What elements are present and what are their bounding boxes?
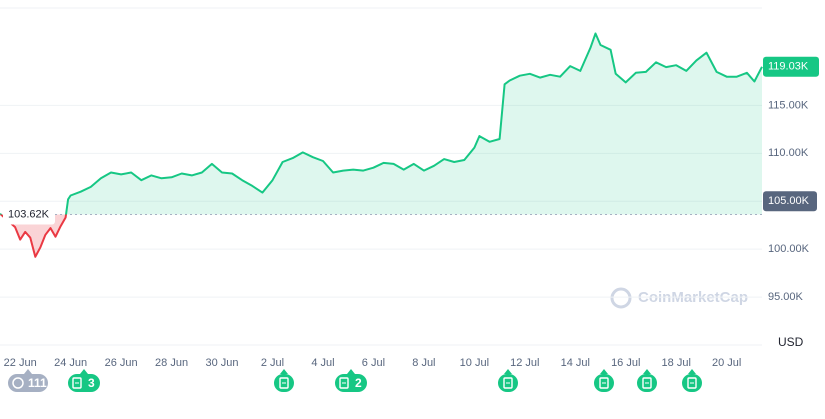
event-badge[interactable] [335, 369, 367, 392]
x-tick-label: 16 Jul [611, 357, 640, 369]
baseline-box [3, 204, 55, 225]
doc-icon [687, 377, 697, 389]
x-tick-label: 26 Jun [105, 357, 138, 369]
badge-count: 3 [88, 376, 95, 390]
y-tick-label: 110.00K [768, 147, 809, 159]
x-tick-label: 24 Jun [54, 357, 87, 369]
price-line [0, 32, 763, 258]
watermark: CoinMarketCap [610, 287, 748, 309]
event-badge[interactable] [637, 369, 657, 392]
x-tick-label: 2 Jul [261, 357, 284, 369]
x-tick-label: 8 Jul [412, 357, 435, 369]
y-unit: USD [778, 335, 804, 349]
badge-count: 2 [355, 376, 362, 390]
last-price-box [763, 56, 819, 77]
x-tick-label: 14 Jul [561, 357, 590, 369]
y-tick-label: 100.00K [768, 243, 810, 255]
last-price-label: 119.03K [768, 61, 809, 73]
crosshair-label: 105.00K [768, 195, 810, 207]
x-tick-label: 6 Jul [362, 357, 385, 369]
doc-icon [642, 377, 652, 389]
event-badge[interactable] [274, 369, 294, 392]
doc-icon [279, 377, 289, 389]
crosshair-box [763, 191, 817, 212]
x-tick-label: 18 Jul [662, 357, 691, 369]
x-tick-label: 4 Jul [311, 357, 334, 369]
x-tick-label: 22 Jun [4, 357, 37, 369]
event-badge[interactable] [594, 369, 614, 392]
event-badge[interactable] [68, 369, 100, 392]
x-tick-label: 30 Jun [206, 357, 239, 369]
event-badge[interactable] [682, 369, 702, 392]
clock-icon [12, 377, 24, 389]
y-tick-label: 115.00K [768, 99, 809, 111]
y-tick-label: 95.00K [768, 291, 804, 303]
x-tick-label: 20 Jul [712, 357, 741, 369]
baseline-label: 103.62K [8, 208, 50, 220]
x-tick-label: 10 Jul [460, 357, 489, 369]
doc-icon [339, 377, 349, 389]
price-area [0, 33, 762, 257]
x-tick-label: 28 Jun [155, 357, 188, 369]
event-badge[interactable] [8, 369, 48, 392]
event-badge[interactable] [498, 369, 518, 392]
doc-icon [72, 377, 82, 389]
doc-icon [599, 377, 609, 389]
badge-count: 111 [28, 376, 47, 390]
x-tick-label: 12 Jul [510, 357, 539, 369]
doc-icon [503, 377, 513, 389]
